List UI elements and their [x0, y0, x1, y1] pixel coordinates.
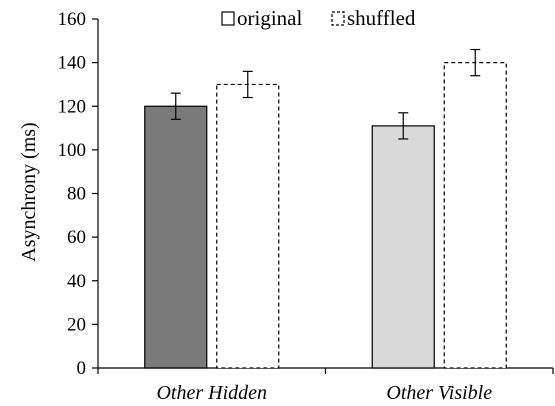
- error-bars: [170, 48, 481, 140]
- y-tick-label: 80: [67, 184, 86, 205]
- y-tick-label: 40: [67, 271, 86, 292]
- y-axis-title: Asynchrony (ms): [18, 122, 40, 261]
- bars: [144, 62, 507, 369]
- y-tick-label: 140: [58, 53, 87, 74]
- y-tick-label: 0: [77, 358, 87, 379]
- category-labels: Other Hidden Other Visible: [156, 382, 492, 404]
- legend-label-shuffled: shuffled: [347, 6, 416, 30]
- y-tick-label: 120: [58, 96, 87, 117]
- bar-original-1: [371, 125, 435, 369]
- bar-shuffled-0: [216, 83, 280, 369]
- category-label: Other Hidden: [156, 382, 267, 404]
- bar-shuffled-1: [443, 62, 507, 369]
- legend-label-original: original: [237, 6, 302, 30]
- y-tick-label: 60: [67, 227, 86, 248]
- y-axis: 0 20 40 60 80 100 120 140 160: [58, 9, 99, 379]
- bar-original-0: [144, 105, 208, 369]
- y-tick-label: 160: [58, 9, 87, 30]
- legend: original shuffled: [221, 6, 416, 30]
- y-tick-label: 100: [58, 140, 87, 161]
- legend-swatch-shuffled: [331, 11, 345, 26]
- legend-swatch-original: [221, 11, 235, 26]
- category-label: Other Visible: [386, 382, 492, 404]
- y-tick-label: 20: [67, 314, 86, 335]
- x-axis: [97, 367, 554, 374]
